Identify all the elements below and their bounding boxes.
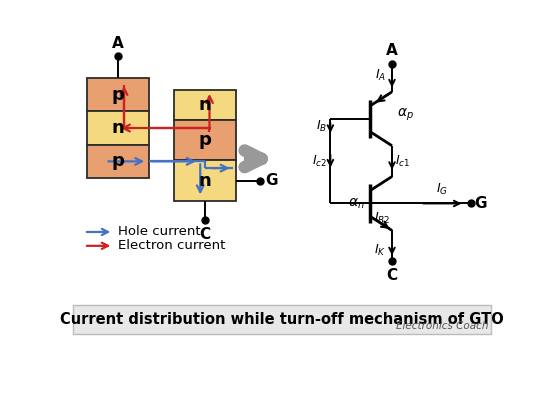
Text: $I_A$: $I_A$: [375, 68, 386, 83]
Bar: [174, 119, 235, 160]
Bar: [174, 90, 235, 119]
Text: Electronics Coach: Electronics Coach: [396, 321, 488, 331]
Text: Current distribution while turn-off mechanism of GTO: Current distribution while turn-off mech…: [60, 312, 504, 327]
Text: $I_K$: $I_K$: [374, 243, 386, 258]
Bar: [87, 78, 148, 111]
Bar: [174, 160, 235, 201]
Text: p: p: [112, 86, 124, 104]
Text: A: A: [112, 36, 124, 51]
Text: n: n: [199, 171, 211, 189]
Text: $I_{B2}$: $I_{B2}$: [375, 211, 390, 226]
Text: $I_{c2}$: $I_{c2}$: [312, 154, 327, 169]
Text: $\alpha_p$: $\alpha_p$: [397, 107, 414, 123]
Text: A: A: [386, 43, 398, 58]
Text: $I_{c1}$: $I_{c1}$: [395, 154, 410, 169]
Text: $\alpha_n$: $\alpha_n$: [348, 196, 364, 211]
Text: G: G: [266, 173, 278, 188]
Text: $I_B$: $I_B$: [316, 119, 327, 134]
Bar: [87, 111, 148, 145]
Text: p: p: [199, 131, 211, 149]
Text: Electron current: Electron current: [118, 239, 226, 252]
Text: $I_G$: $I_G$: [436, 182, 448, 197]
Bar: [73, 305, 491, 334]
Text: C: C: [199, 227, 211, 242]
Text: p: p: [112, 152, 124, 171]
Text: n: n: [199, 95, 211, 114]
Text: G: G: [474, 196, 487, 211]
Text: C: C: [387, 268, 398, 283]
Text: Hole current: Hole current: [118, 226, 201, 239]
Bar: [87, 145, 148, 178]
Text: n: n: [112, 119, 124, 137]
